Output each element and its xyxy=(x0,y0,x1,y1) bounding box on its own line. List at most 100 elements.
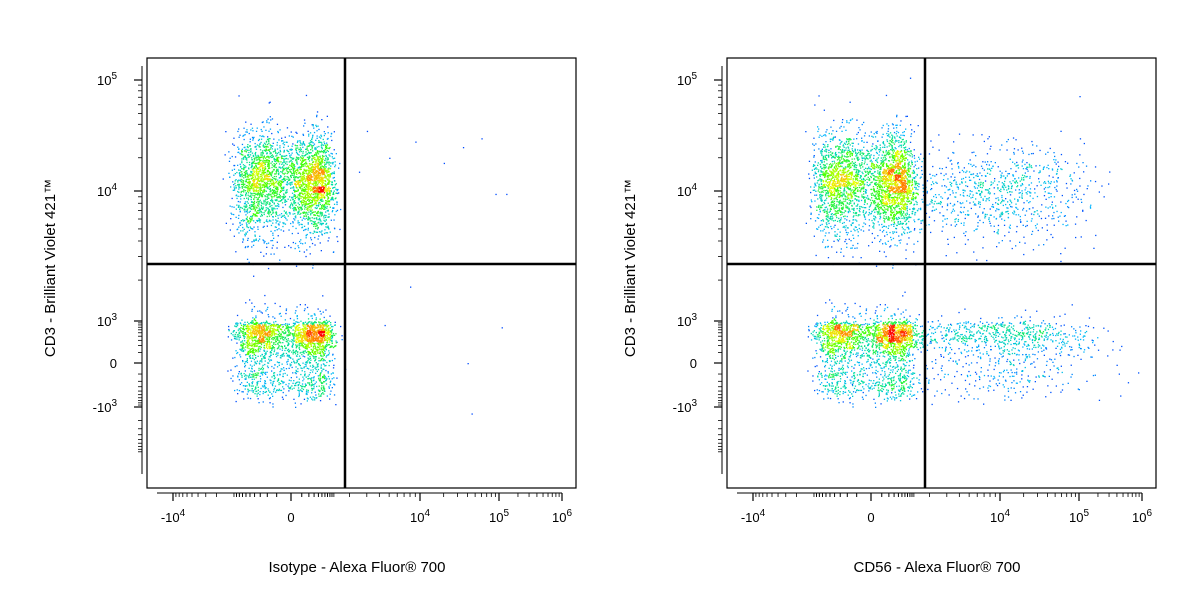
event-dot xyxy=(262,338,264,341)
event-dot xyxy=(252,337,254,339)
event-dot xyxy=(269,379,271,381)
event-dot xyxy=(300,201,302,203)
event-dot xyxy=(257,212,259,214)
event-dot xyxy=(260,159,262,162)
event-dot xyxy=(314,148,316,150)
event-dot xyxy=(331,183,334,186)
event-dot xyxy=(309,156,311,158)
event-dot xyxy=(320,158,322,160)
event-dot xyxy=(273,207,275,209)
event-dot xyxy=(263,160,265,162)
event-dot xyxy=(240,166,242,168)
event-dot xyxy=(277,197,279,199)
event-dot xyxy=(237,329,239,331)
event-dot xyxy=(271,337,274,339)
event-dot xyxy=(319,324,321,326)
event-dot xyxy=(328,387,330,389)
event-dot xyxy=(329,315,331,317)
event-dot xyxy=(250,220,252,222)
event-dot xyxy=(264,385,266,387)
event-dot xyxy=(247,146,249,149)
event-dot xyxy=(313,169,315,171)
event-dot xyxy=(246,176,248,178)
event-dot xyxy=(289,363,291,365)
event-dot xyxy=(324,152,326,154)
event-dot xyxy=(291,361,293,364)
event-dot xyxy=(269,167,271,169)
event-dot xyxy=(293,380,295,382)
event-dot xyxy=(273,163,275,165)
event-dot xyxy=(233,174,235,176)
event-dot xyxy=(302,165,304,167)
event-dot xyxy=(310,182,312,184)
event-dot xyxy=(316,224,318,227)
event-dot xyxy=(304,218,306,220)
event-dot xyxy=(264,353,266,355)
event-dot xyxy=(301,185,303,188)
event-dot xyxy=(297,344,299,346)
event-dot xyxy=(263,186,266,188)
event-dot xyxy=(256,393,258,395)
event-dot xyxy=(321,359,323,361)
event-dot xyxy=(315,161,317,163)
event-dot xyxy=(327,159,329,161)
event-dot xyxy=(326,339,328,341)
event-dot xyxy=(243,325,245,327)
event-dot xyxy=(284,337,286,339)
event-dot xyxy=(307,213,309,216)
event-dot xyxy=(261,154,263,156)
event-dot xyxy=(252,228,254,230)
event-dot xyxy=(305,211,307,213)
event-dot xyxy=(296,132,298,134)
event-dot xyxy=(269,205,271,207)
event-dot xyxy=(260,338,263,341)
event-dot xyxy=(329,339,331,341)
event-dot xyxy=(303,327,306,329)
event-dot xyxy=(245,232,247,234)
event-dot xyxy=(286,191,288,193)
event-dot xyxy=(296,163,299,165)
event-dot xyxy=(278,205,280,208)
event-dot xyxy=(243,373,245,375)
event-dot xyxy=(324,170,326,172)
event-dot xyxy=(245,166,247,168)
event-dot xyxy=(266,308,268,310)
event-dot xyxy=(319,162,322,164)
event-dot xyxy=(263,357,265,360)
event-dot xyxy=(243,186,245,188)
event-dot xyxy=(258,167,260,169)
event-dot xyxy=(239,383,241,385)
event-dot xyxy=(328,189,330,191)
event-dot xyxy=(238,136,240,138)
event-dot xyxy=(304,188,306,190)
event-dot xyxy=(301,344,303,346)
event-dot xyxy=(292,166,294,169)
event-dot xyxy=(324,143,326,145)
event-dot xyxy=(233,168,236,170)
event-dot xyxy=(293,210,295,212)
event-dot xyxy=(327,168,329,170)
event-dot xyxy=(267,187,269,190)
event-dot xyxy=(271,204,273,207)
event-dot xyxy=(263,336,265,338)
event-dot xyxy=(264,194,266,197)
event-dot xyxy=(306,233,308,236)
event-dot xyxy=(283,144,286,146)
event-dot xyxy=(247,192,250,194)
event-dot xyxy=(264,157,267,159)
event-dot xyxy=(251,228,253,230)
event-dot xyxy=(265,220,267,222)
event-dot xyxy=(302,150,304,153)
event-dot xyxy=(267,165,269,168)
event-dot xyxy=(308,332,310,334)
event-dot xyxy=(308,383,311,385)
event-dot xyxy=(239,201,241,203)
event-dot xyxy=(295,310,297,312)
event-dot xyxy=(297,211,299,214)
event-dot xyxy=(317,165,319,167)
event-dot xyxy=(312,193,314,196)
event-dot xyxy=(314,207,316,209)
event-dot xyxy=(312,191,314,193)
event-dot xyxy=(320,167,323,169)
event-dot xyxy=(288,355,290,357)
